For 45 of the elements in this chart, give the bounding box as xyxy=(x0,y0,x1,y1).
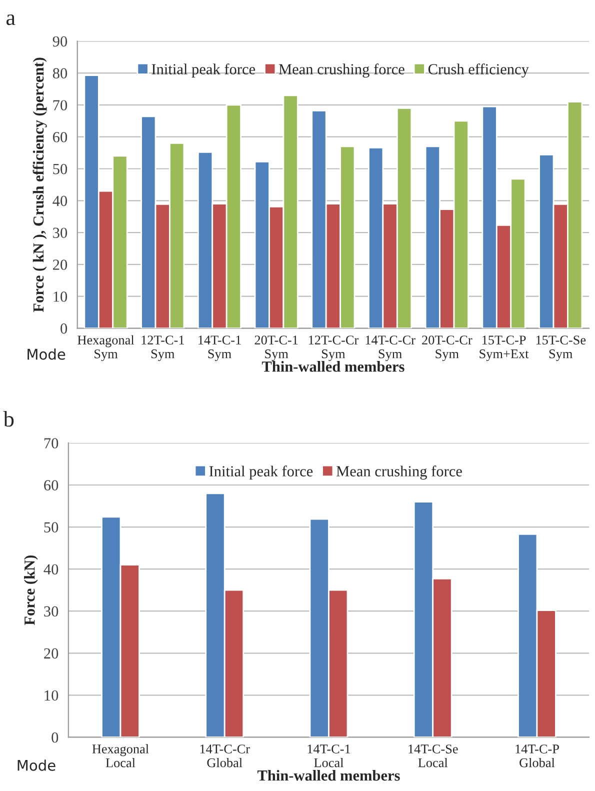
y-tick-label: 80 xyxy=(52,68,68,78)
text: Mode xyxy=(28,348,66,360)
y-axis-title: Force (kN) xyxy=(24,555,38,626)
x-tick-label: 14T-C-P Global xyxy=(516,744,559,768)
y-tick-label: 60 xyxy=(44,480,58,490)
legend-label: Crush efficiency xyxy=(428,63,529,78)
y-tick-label: 30 xyxy=(53,228,68,238)
x-axis-title: Thin-walled members xyxy=(262,361,404,372)
y-tick-label: 90 xyxy=(52,36,68,47)
y-tick-label: 50 xyxy=(53,164,68,174)
y-tick-label: 20 xyxy=(53,260,68,270)
y-tick-label: 60 xyxy=(53,132,68,142)
x-tick-label: 14T-C-Cr Sym xyxy=(366,336,416,362)
legend-label: Mean crushing force xyxy=(278,63,404,78)
text: Mode xyxy=(18,760,56,771)
y-axis-title: Force ( kN ), Crush efficiency (percent) xyxy=(32,58,47,312)
y-tick-label: 70 xyxy=(44,438,58,448)
legend-label: Mean crushing force xyxy=(336,466,462,480)
x-tick-label: 15T-C-P Sym+Ext xyxy=(480,336,529,362)
x-axis-title: Thin-walled members xyxy=(257,770,400,781)
y-tick-label: 50 xyxy=(44,522,58,532)
x-tick-label: 20T-C-1 Sym xyxy=(254,336,298,362)
x-tick-label: Hexagonal Sym xyxy=(78,335,134,362)
legend-label: Initial peak force xyxy=(152,63,256,78)
y-tick-label: 30 xyxy=(44,606,58,617)
x-tick-label: 14T-C-Se Local xyxy=(408,744,458,768)
x-tick-label: 14T-C-Cr Global xyxy=(200,744,250,768)
legend-label: Initial peak force xyxy=(209,466,313,480)
chart-title: a xyxy=(6,14,16,26)
x-tick-label: 12T-C-1 Sym xyxy=(142,336,184,362)
y-tick-label: 20 xyxy=(44,648,58,659)
y-tick-label: 40 xyxy=(44,564,58,575)
y-tick-label: 10 xyxy=(54,292,68,302)
y-tick-label: 0 xyxy=(52,732,58,743)
y-tick-label: 10 xyxy=(44,690,58,701)
x-tick-label: 15T-C-Se Sym xyxy=(536,336,586,362)
y-tick-label: 0 xyxy=(60,323,68,334)
y-tick-label: 70 xyxy=(53,100,68,110)
x-tick-label: 14T-C-1 Sym xyxy=(198,336,241,362)
y-tick-label: 40 xyxy=(52,196,68,206)
chart-title: b xyxy=(3,411,14,427)
x-tick-label: 20T-C-Cr Sym xyxy=(422,336,472,362)
x-tick-label: 14T-C-1 Local xyxy=(308,744,350,768)
x-tick-label: 12T-C-Cr Sym xyxy=(308,336,358,362)
x-tick-label: Hexagonal Local xyxy=(92,744,149,768)
